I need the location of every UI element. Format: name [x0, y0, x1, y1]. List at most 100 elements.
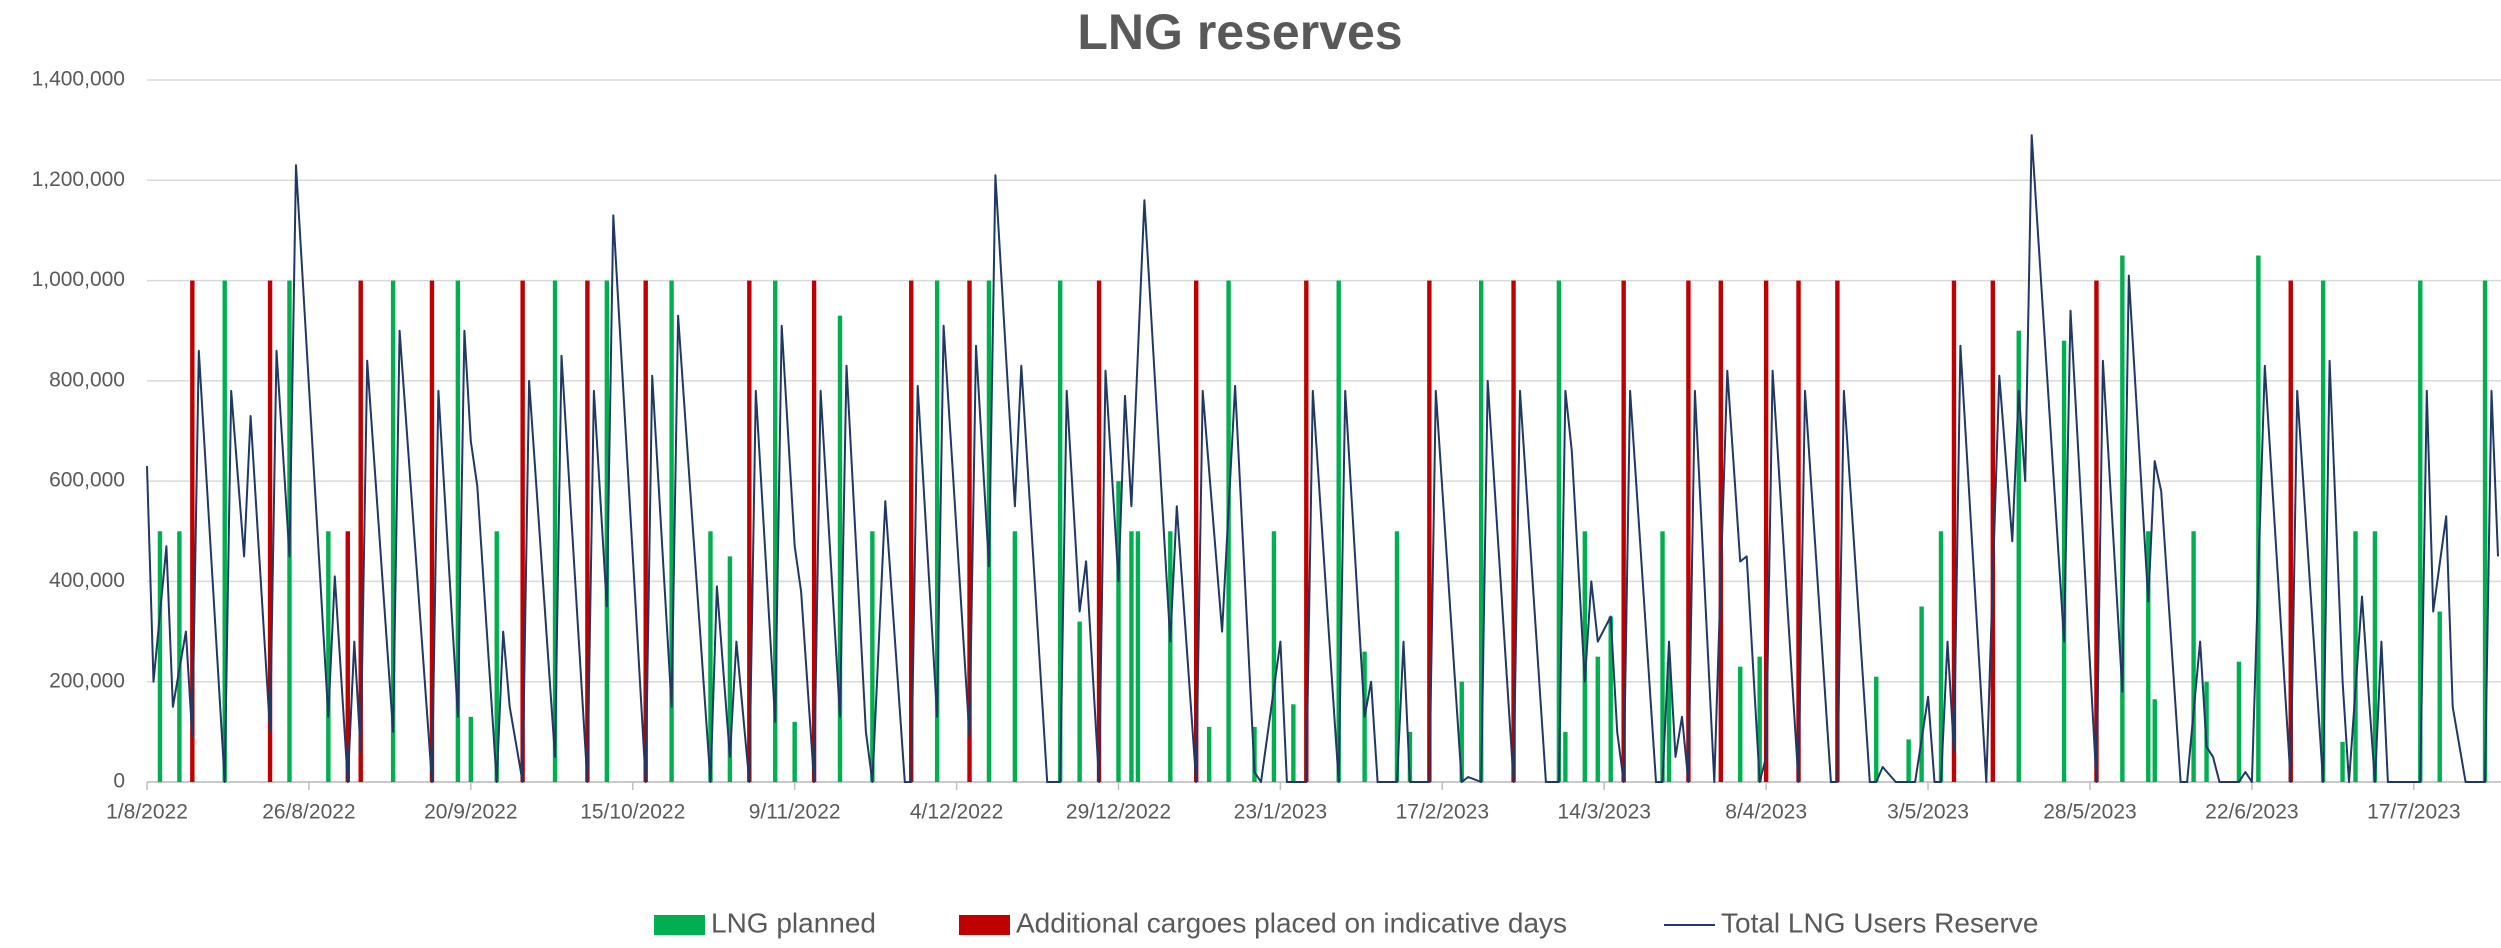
bar	[1938, 531, 1944, 782]
bar	[468, 716, 474, 782]
x-tick-label: 17/7/2023	[2367, 801, 2460, 824]
bar	[708, 531, 713, 782]
bar	[1718, 280, 1724, 782]
bar	[177, 531, 182, 782]
bar	[773, 280, 778, 782]
x-tick-label: 23/1/2023	[1234, 801, 1327, 824]
y-tick-label: 800,000	[49, 368, 125, 391]
bar	[792, 721, 797, 782]
x-tick-label: 17/2/2023	[1396, 801, 1489, 824]
legend-label: Total LNG Users Reserve	[1721, 907, 2038, 938]
bar	[2152, 699, 2157, 782]
bar	[2340, 741, 2345, 782]
bar	[455, 280, 461, 782]
bar	[727, 556, 733, 782]
bar	[837, 315, 843, 782]
bar	[2288, 280, 2293, 782]
bar	[2016, 330, 2021, 782]
bar	[1796, 280, 1801, 782]
x-tick-label: 22/6/2023	[2205, 801, 2298, 824]
bar	[2353, 531, 2358, 782]
bar	[1459, 681, 1464, 782]
x-tick-label: 8/4/2023	[1725, 801, 1807, 824]
bar	[1660, 531, 1665, 782]
bar	[1129, 531, 1134, 782]
bar	[358, 280, 363, 782]
bar	[1077, 621, 1082, 782]
bar	[604, 280, 610, 782]
bar	[1951, 280, 1957, 782]
bar	[1336, 280, 1341, 782]
bar	[1194, 280, 1199, 782]
bar	[429, 280, 435, 782]
bar	[1012, 531, 1018, 782]
x-tick-label: 3/5/2023	[1887, 801, 1969, 824]
x-tick-label: 28/5/2023	[2043, 801, 2136, 824]
bar	[326, 531, 331, 782]
bar	[2418, 280, 2423, 782]
bar	[1686, 280, 1691, 782]
bar	[157, 531, 163, 782]
bar	[520, 280, 525, 782]
y-tick-label: 600,000	[49, 469, 125, 492]
x-tick-label: 9/11/2022	[749, 801, 841, 824]
legend-label: LNG planned	[711, 907, 876, 938]
bar	[1096, 280, 1102, 782]
bar	[1394, 531, 1400, 782]
bar	[2191, 531, 2196, 782]
legend-swatch	[959, 915, 1010, 935]
bar	[1291, 704, 1296, 782]
bar	[1511, 280, 1516, 782]
bar	[747, 280, 752, 782]
bar	[1595, 656, 1600, 782]
bar	[1271, 531, 1277, 782]
bar	[1874, 676, 1879, 782]
bar	[1116, 481, 1121, 782]
bar	[2236, 661, 2242, 782]
bar	[2320, 280, 2326, 782]
bar	[1666, 661, 1672, 782]
bar	[1135, 531, 1141, 782]
legend-label: Additional cargoes placed on indicative …	[1016, 907, 1567, 938]
y-tick-label: 0	[113, 770, 125, 793]
x-tick-label: 14/3/2023	[1558, 801, 1651, 824]
legend-swatch	[654, 915, 705, 935]
bar	[1835, 280, 1840, 782]
y-tick-label: 200,000	[49, 669, 125, 692]
y-tick-label: 1,000,000	[32, 268, 125, 291]
bar	[1621, 280, 1626, 782]
bar	[2146, 531, 2151, 782]
bar	[2482, 280, 2488, 782]
bar	[190, 280, 195, 782]
bar	[669, 280, 674, 782]
bar	[345, 531, 350, 782]
bar	[2061, 340, 2067, 782]
x-tick-label: 1/8/2022	[106, 801, 188, 824]
chart-title: LNG reserves	[1077, 4, 1402, 60]
bar	[909, 280, 914, 782]
bar	[1168, 531, 1173, 782]
bar	[1608, 616, 1613, 782]
bar	[934, 280, 940, 782]
bar	[1226, 280, 1231, 782]
bar	[585, 280, 590, 782]
bar	[2437, 611, 2442, 782]
bar	[1427, 280, 1432, 782]
bar	[2372, 531, 2378, 782]
bar	[1919, 606, 1924, 782]
bar	[1563, 731, 1568, 782]
bar	[1206, 726, 1212, 782]
bar	[1057, 280, 1063, 782]
y-tick-label: 400,000	[49, 569, 125, 592]
bar	[2120, 255, 2125, 782]
bar	[1906, 739, 1911, 782]
x-tick-label: 29/12/2022	[1066, 801, 1171, 824]
bar	[552, 280, 558, 782]
bar	[643, 280, 648, 782]
bar	[1407, 731, 1413, 782]
y-tick-label: 1,400,000	[32, 68, 125, 91]
bar	[1304, 280, 1309, 782]
bar	[2094, 280, 2099, 782]
